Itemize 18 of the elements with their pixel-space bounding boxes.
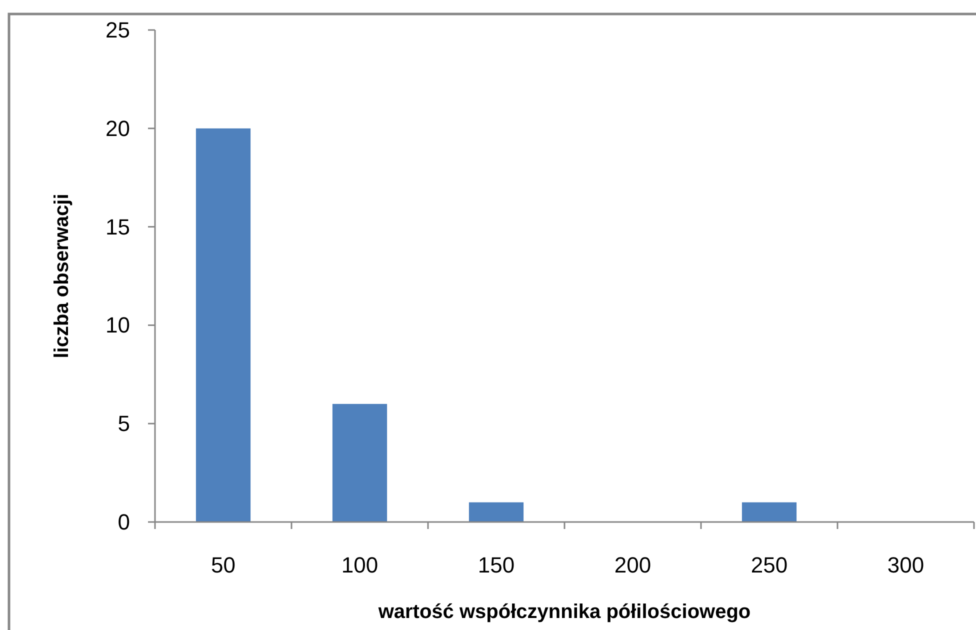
bar — [742, 502, 797, 522]
x-axis-title: wartość współczynnika półilościowego — [377, 601, 751, 623]
y-tick-label: 5 — [118, 411, 130, 436]
y-tick-label: 0 — [118, 510, 130, 534]
y-tick-label: 15 — [106, 214, 130, 240]
x-tick-label: 300 — [887, 552, 924, 578]
bar — [196, 128, 251, 522]
y-axis-title: liczba obserwacji — [51, 194, 73, 358]
y-tick-label: 25 — [106, 18, 130, 42]
x-tick-label: 250 — [750, 552, 788, 578]
x-tick-label: 100 — [341, 552, 378, 578]
x-tick-label: 200 — [614, 552, 652, 578]
y-tick-label: 20 — [106, 116, 130, 141]
y-tick-label: 10 — [106, 312, 130, 338]
x-tick-label: 150 — [478, 552, 515, 578]
x-tick-label: 50 — [211, 552, 236, 578]
bar — [332, 404, 388, 522]
bar — [468, 502, 524, 522]
